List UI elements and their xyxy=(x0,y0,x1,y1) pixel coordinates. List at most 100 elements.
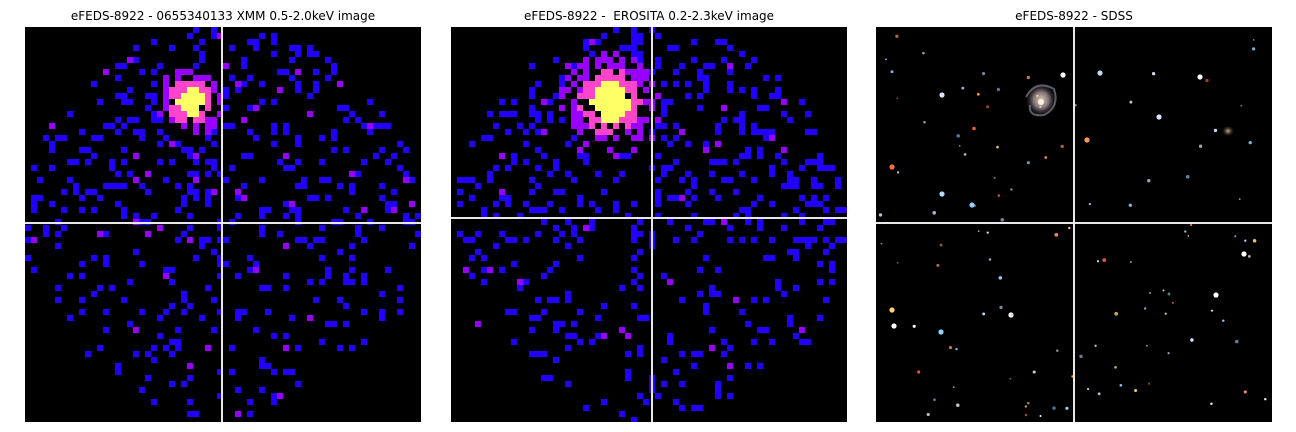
star xyxy=(1190,338,1194,342)
count-pixel xyxy=(583,405,589,411)
count-pixel xyxy=(703,81,709,87)
count-pixel xyxy=(319,159,325,165)
count-pixel xyxy=(541,207,547,213)
count-pixel xyxy=(757,129,763,135)
count-pixel xyxy=(703,303,709,309)
count-pixel xyxy=(841,237,847,243)
count-pixel xyxy=(295,381,301,387)
star xyxy=(996,145,999,149)
count-pixel xyxy=(535,117,541,123)
count-pixel xyxy=(685,201,691,207)
count-pixel xyxy=(637,69,643,75)
count-pixel xyxy=(631,135,637,141)
star xyxy=(996,87,1001,92)
count-pixel xyxy=(703,87,709,93)
count-pixel xyxy=(289,45,295,51)
count-pixel xyxy=(637,231,643,237)
count-pixel xyxy=(187,147,193,153)
count-pixel xyxy=(631,105,637,111)
count-pixel xyxy=(583,69,589,75)
count-pixel xyxy=(577,63,583,69)
count-pixel xyxy=(739,171,745,177)
count-pixel xyxy=(133,177,139,183)
count-pixel xyxy=(811,177,817,183)
count-pixel xyxy=(109,183,115,189)
count-pixel xyxy=(805,111,811,117)
count-pixel xyxy=(187,111,193,117)
star xyxy=(1060,72,1066,78)
count-pixel xyxy=(229,75,235,81)
count-pixel xyxy=(205,135,211,141)
count-pixel xyxy=(733,213,739,219)
count-pixel xyxy=(277,231,283,237)
count-pixel xyxy=(235,387,241,393)
count-pixel xyxy=(751,339,757,345)
count-pixel xyxy=(205,117,211,123)
count-pixel xyxy=(193,117,199,123)
count-pixel xyxy=(379,315,385,321)
sdss-crosshair-horizontal xyxy=(876,222,1272,224)
count-pixel xyxy=(115,363,121,369)
count-pixel xyxy=(259,177,265,183)
count-pixel xyxy=(553,165,559,171)
count-pixel xyxy=(343,303,349,309)
count-pixel xyxy=(553,93,559,99)
count-pixel xyxy=(589,117,595,123)
count-pixel xyxy=(595,81,601,87)
star xyxy=(1119,383,1123,387)
count-pixel xyxy=(151,39,157,45)
count-pixel xyxy=(601,189,607,195)
count-pixel xyxy=(505,165,511,171)
count-pixel xyxy=(667,165,673,171)
count-pixel xyxy=(223,237,229,243)
count-pixel xyxy=(175,237,181,243)
count-pixel xyxy=(565,75,571,81)
count-pixel xyxy=(499,267,505,273)
count-pixel xyxy=(613,177,619,183)
star xyxy=(1167,292,1171,296)
count-pixel xyxy=(775,153,781,159)
count-pixel xyxy=(529,111,535,117)
count-pixel xyxy=(523,201,529,207)
count-pixel xyxy=(235,273,241,279)
count-pixel xyxy=(61,207,67,213)
star xyxy=(1086,387,1090,391)
count-pixel xyxy=(163,273,169,279)
count-pixel xyxy=(835,207,841,213)
count-pixel xyxy=(655,117,661,123)
star xyxy=(1144,307,1147,310)
count-pixel xyxy=(49,165,55,171)
count-pixel xyxy=(265,207,271,213)
count-pixel xyxy=(535,183,541,189)
count-pixel xyxy=(361,309,367,315)
star xyxy=(1027,401,1030,405)
count-pixel xyxy=(679,381,685,387)
count-pixel xyxy=(187,87,193,93)
count-pixel xyxy=(25,237,31,243)
count-pixel xyxy=(187,213,193,219)
count-pixel xyxy=(217,111,223,117)
star xyxy=(889,307,895,313)
count-pixel xyxy=(325,267,331,273)
star xyxy=(956,134,960,138)
count-pixel xyxy=(121,213,127,219)
star xyxy=(1134,389,1138,392)
count-pixel xyxy=(721,351,727,357)
count-pixel xyxy=(589,93,595,99)
count-pixel xyxy=(631,303,637,309)
star xyxy=(895,34,899,38)
count-pixel xyxy=(631,81,637,87)
count-pixel xyxy=(163,81,169,87)
count-pixel xyxy=(253,39,259,45)
count-pixel xyxy=(127,87,133,93)
count-pixel xyxy=(643,399,649,405)
count-pixel xyxy=(757,153,763,159)
count-pixel xyxy=(745,321,751,327)
count-pixel xyxy=(547,117,553,123)
count-pixel xyxy=(613,207,619,213)
count-pixel xyxy=(31,165,37,171)
count-pixel xyxy=(193,255,199,261)
count-pixel xyxy=(805,159,811,165)
count-pixel xyxy=(673,135,679,141)
count-pixel xyxy=(127,279,133,285)
